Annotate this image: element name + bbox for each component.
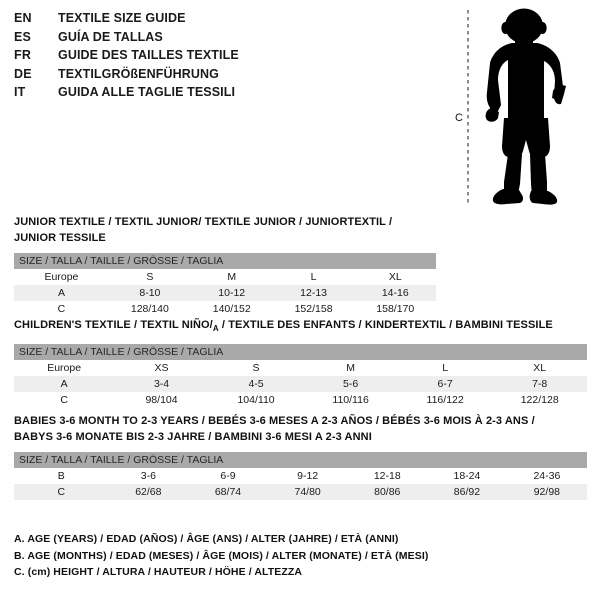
children-size-table: SIZE / TALLA / TAILLE / GRÖSSE / TAGLIA … — [14, 343, 587, 408]
table-cell: 14-16 — [354, 285, 436, 301]
table-cell: 12-13 — [272, 285, 355, 301]
toddler-silhouette-icon — [467, 8, 566, 205]
section-title: JUNIOR TEXTILE / TEXTIL JUNIOR/ TEXTILE … — [14, 216, 393, 244]
table-cell: 104/110 — [208, 391, 304, 408]
table-cell: 158/170 — [354, 301, 436, 317]
height-measure-label: C — [455, 112, 463, 124]
section-title-part: CHILDREN'S TEXTILE / TEXTIL NIÑO/ — [14, 319, 213, 331]
babies-size-table: SIZE / TALLA / TAILLE / GRÖSSE / TAGLIA … — [14, 452, 587, 500]
table-cell: 3-6 — [108, 468, 189, 484]
table-cell: 116/122 — [397, 391, 493, 408]
table-cell: 9-12 — [267, 468, 348, 484]
table-cell: 80/86 — [347, 484, 428, 500]
table-cell: 10-12 — [190, 285, 273, 301]
table-cell: XL — [492, 359, 587, 376]
table-band-row: SIZE / TALLA / TAILLE / GRÖSSE / TAGLIA — [14, 253, 436, 269]
junior-size-table: SIZE / TALLA / TAILLE / GRÖSSE / TAGLIA … — [14, 253, 436, 317]
section-title-subscript: A — [212, 324, 219, 334]
table-band-label: SIZE / TALLA / TAILLE / GRÖSSE / TAGLIA — [14, 343, 587, 360]
table-row: A 8-10 10-12 12-13 14-16 — [14, 285, 436, 301]
table-row: C 62/68 68/74 74/80 80/86 86/92 92/98 — [14, 484, 587, 500]
table-cell: 8-10 — [108, 285, 191, 301]
table-cell: S — [208, 359, 304, 376]
table-cell: L — [397, 359, 493, 376]
language-header: EN TEXTILE SIZE GUIDE ES GUÍA DE TALLAS … — [14, 11, 434, 104]
table-row: B 3-6 6-9 9-12 12-18 18-24 24-36 — [14, 468, 587, 484]
legend-line-a: A. AGE (YEARS) / EDAD (AÑOS) / ÂGE (ANS)… — [14, 533, 399, 545]
table-cell: 68/74 — [188, 484, 268, 500]
language-code: DE — [14, 66, 32, 81]
table-cell: 24-36 — [506, 468, 587, 484]
table-cell: 86/92 — [427, 484, 507, 500]
language-title: GUIDA ALLE TAGLIE TESSILI — [58, 85, 236, 99]
row-label: A — [14, 375, 115, 392]
row-label: C — [14, 301, 109, 317]
legend: A. AGE (YEARS) / EDAD (AÑOS) / ÂGE (ANS)… — [14, 531, 428, 581]
table-band-row: SIZE / TALLA / TAILLE / GRÖSSE / TAGLIA — [14, 452, 587, 468]
language-code: EN — [14, 11, 32, 25]
table-row: A 3-4 4-5 5-6 6-7 7-8 — [14, 375, 587, 392]
section-title-line1: BABIES 3-6 MONTH TO 2-3 YEARS / BEBÉS 3-… — [14, 415, 535, 427]
row-label: B — [14, 468, 109, 484]
language-code: ES — [14, 29, 32, 44]
table-cell: M — [190, 269, 273, 285]
table-cell: XS — [114, 359, 209, 376]
table-cell: L — [272, 269, 355, 285]
table-cell: 62/68 — [108, 484, 189, 500]
table-cell: M — [303, 359, 398, 376]
table-cell: 4-5 — [208, 375, 304, 392]
table-cell: 128/140 — [108, 301, 191, 317]
table-cell: 98/104 — [114, 391, 209, 408]
table-cell: XL — [354, 269, 436, 285]
language-row-es: ES GUÍA DE TALLAS — [14, 30, 434, 49]
table-cell: 92/98 — [506, 484, 587, 500]
table-cell: 122/128 — [492, 391, 587, 408]
row-label: C — [14, 484, 109, 500]
language-row-fr: FR GUIDE DES TAILLES TEXTILE — [14, 48, 434, 67]
table-row: C 128/140 140/152 152/158 158/170 — [14, 301, 436, 317]
section-title: CHILDREN'S TEXTILE / TEXTIL NIÑO/A / TEX… — [14, 318, 587, 337]
table-cell: 110/116 — [303, 391, 398, 408]
table-cell: 152/158 — [272, 301, 355, 317]
row-label: C — [14, 391, 115, 408]
language-title: TEXTILE SIZE GUIDE — [58, 11, 186, 25]
table-cell: 74/80 — [267, 484, 348, 500]
table-cell: 6-9 — [188, 468, 268, 484]
table-cell: S — [108, 269, 191, 285]
language-title: GUÍA DE TALLAS — [58, 29, 163, 44]
table-cell: 12-18 — [347, 468, 428, 484]
table-band-label: SIZE / TALLA / TAILLE / GRÖSSE / TAGLIA — [14, 253, 436, 269]
table-cell: 6-7 — [397, 375, 493, 392]
table-cell: 140/152 — [190, 301, 273, 317]
language-code: IT — [14, 85, 26, 99]
section-childrens-textile: CHILDREN'S TEXTILE / TEXTIL NIÑO/A / TEX… — [14, 318, 587, 408]
table-cell: 5-6 — [303, 375, 398, 392]
table-band-row: SIZE / TALLA / TAILLE / GRÖSSE / TAGLIA — [14, 343, 587, 360]
table-row: Europe S M L XL — [14, 269, 436, 285]
section-title-part: / TEXTILE DES ENFANTS / KINDERTEXTIL / B… — [218, 319, 553, 331]
table-cell: 18-24 — [427, 468, 507, 484]
section-title-line2: BABYS 3-6 MONATE BIS 2-3 JAHRE / BAMBINI… — [14, 430, 372, 443]
section-title: BABIES 3-6 MONTH TO 2-3 YEARS / BEBÉS 3-… — [14, 414, 587, 445]
language-code: FR — [14, 48, 32, 62]
table-cell: 7-8 — [492, 375, 587, 392]
section-babies-textile: BABIES 3-6 MONTH TO 2-3 YEARS / BEBÉS 3-… — [14, 414, 587, 500]
silhouette-body — [485, 8, 566, 205]
measurement-figure: C — [448, 6, 596, 206]
language-row-de: DE TEXTILGRÖßENFÜHRUNG — [14, 67, 434, 86]
table-cell: 3-4 — [114, 375, 209, 392]
language-title: GUIDE DES TAILLES TEXTILE — [58, 48, 239, 62]
table-row: C 98/104 104/110 110/116 116/122 122/128 — [14, 391, 587, 408]
language-title: TEXTILGRÖßENFÜHRUNG — [58, 66, 219, 81]
row-label: Europe — [14, 269, 109, 285]
section-junior-textile: JUNIOR TEXTILE / TEXTIL JUNIOR/ TEXTILE … — [14, 215, 436, 317]
row-label: Europe — [14, 359, 115, 376]
row-label: A — [14, 285, 109, 301]
legend-line-c: C. (cm) HEIGHT / ALTURA / HAUTEUR / HÖHE… — [14, 566, 303, 578]
table-band-label: SIZE / TALLA / TAILLE / GRÖSSE / TAGLIA — [14, 452, 587, 468]
language-row-it: IT GUIDA ALLE TAGLIE TESSILI — [14, 85, 434, 104]
legend-line-b: B. AGE (MONTHS) / EDAD (MESES) / ÂGE (MO… — [14, 549, 429, 562]
language-row-en: EN TEXTILE SIZE GUIDE — [14, 11, 434, 30]
table-row: Europe XS S M L XL — [14, 359, 587, 376]
